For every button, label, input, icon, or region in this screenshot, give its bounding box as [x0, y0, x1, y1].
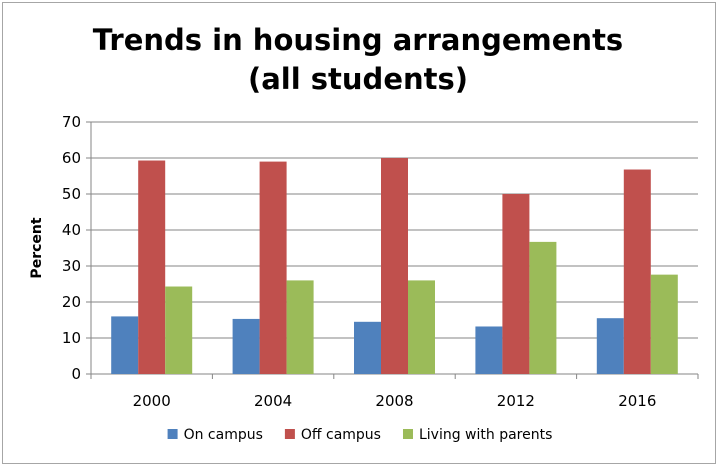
y-tick-label: 70 — [62, 113, 81, 131]
y-tick-label: 10 — [62, 329, 81, 347]
x-tick-label: 2000 — [133, 392, 171, 410]
chart-title-line-2: (all students) — [248, 62, 468, 96]
legend-item-off-campus: Off campus — [284, 427, 381, 443]
bar-living-with-parents-2008 — [408, 280, 435, 374]
legend-item-living-with-parents: Living with parents — [402, 427, 552, 443]
y-tick-label: 40 — [62, 221, 81, 239]
y-tick-label: 60 — [62, 149, 81, 167]
bar-on-campus-2004 — [232, 318, 260, 374]
legend-label: Off campus — [301, 427, 381, 443]
bar-on-campus-2008 — [354, 321, 381, 374]
x-tick-label: 2008 — [375, 392, 413, 410]
y-tick-label: 30 — [62, 257, 81, 275]
bar-off-campus-2012 — [502, 194, 530, 374]
bar-off-campus-2004 — [259, 161, 287, 374]
plot-area: 0 10 20 30 40 50 60 70 2000 2004 2008 2012 2016 — [62, 113, 699, 410]
legend-swatch — [284, 429, 295, 439]
bar-off-campus-2000 — [138, 160, 166, 374]
bar-living-with-parents-2004 — [286, 280, 314, 374]
chart-title-line-1: Trends in housing arrangements — [93, 23, 623, 57]
y-tick-label: 50 — [62, 185, 81, 203]
x-tick-label: 2004 — [254, 392, 292, 410]
bar-living-with-parents-2000 — [165, 286, 193, 374]
bar-on-campus-2000 — [111, 316, 139, 374]
bar-off-campus-2008 — [381, 158, 408, 374]
bar-on-campus-2012 — [475, 326, 503, 374]
legend: On campus Off campus Living with parents — [167, 427, 552, 443]
y-axis-title: Percent — [29, 217, 45, 278]
legend-label: Living with parents — [419, 427, 552, 443]
legend-label: On campus — [184, 427, 263, 443]
chart-frame — [2, 2, 716, 464]
y-tick-label: 20 — [62, 293, 81, 311]
legend-swatch — [402, 429, 413, 439]
x-tick-label: 2012 — [497, 392, 535, 410]
y-tick-label: 0 — [71, 365, 81, 383]
legend-swatch — [167, 429, 178, 439]
x-tick-label: 2016 — [618, 392, 656, 410]
bar-off-campus-2016 — [623, 169, 651, 374]
bar-on-campus-2016 — [596, 318, 624, 374]
legend-item-on-campus: On campus — [167, 427, 263, 443]
bar-living-with-parents-2012 — [529, 241, 557, 374]
bar-living-with-parents-2016 — [650, 274, 678, 374]
